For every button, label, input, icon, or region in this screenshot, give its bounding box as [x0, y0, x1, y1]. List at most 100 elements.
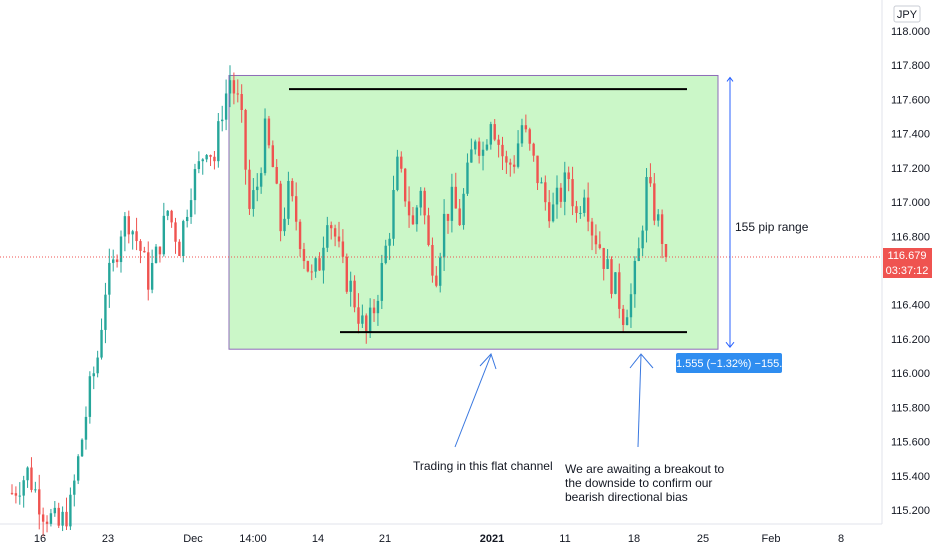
candle-body [505, 156, 508, 163]
candle-body [275, 167, 278, 184]
candle-body [236, 93, 239, 95]
candle-body [139, 241, 142, 251]
candle-body [150, 262, 154, 290]
candle-body [489, 124, 493, 145]
candle-body [209, 155, 212, 157]
candle-body [524, 125, 528, 130]
candle-body [104, 294, 107, 330]
candle-body [485, 144, 489, 150]
bar-countdown-tag: 03:37:12 [883, 263, 932, 278]
candle-body [454, 186, 457, 209]
annotation-arrow-breakout[interactable] [629, 353, 654, 448]
candle-body [357, 307, 360, 324]
candle-body [372, 307, 376, 314]
candle-body [119, 236, 123, 263]
candle-body [396, 156, 399, 190]
candle-body [38, 489, 41, 515]
candle-body [540, 182, 543, 184]
candle-body [84, 416, 88, 440]
candle-body [267, 118, 271, 146]
candle-body [193, 169, 197, 201]
time-axis[interactable]: 16 23 Dec 14:00 14 21 2021 11 18 25 Feb 8 [34, 533, 844, 545]
candle-body [318, 258, 321, 271]
candle-body [333, 228, 337, 237]
time-tick-1: 23 [102, 533, 114, 545]
candle-body [287, 180, 290, 219]
candle-body [10, 492, 14, 494]
measure-tag: −1.555 (−1.32%) −155.5 [670, 353, 789, 373]
candle-body [213, 156, 216, 162]
candle-body [100, 329, 103, 358]
price-tick-5: 117.000 [891, 197, 930, 209]
candle-body [614, 272, 617, 294]
candle-body [423, 190, 426, 216]
candle-body [80, 439, 84, 457]
candle-body [162, 215, 166, 255]
candle-body [579, 212, 582, 214]
price-tick-8: 116.400 [891, 300, 930, 312]
currency-badge[interactable]: JPY [893, 5, 921, 23]
time-tick-6: 2021 [480, 533, 504, 545]
price-tick-13: 115.400 [891, 471, 930, 483]
candle-body [365, 315, 368, 333]
price-tick-9: 116.200 [891, 334, 930, 346]
candle-body [618, 272, 621, 309]
candle-body [586, 197, 590, 222]
candle-body [22, 480, 25, 496]
candle-body [322, 247, 325, 271]
price-tick-0: 118.000 [891, 26, 930, 38]
candle-body [221, 119, 224, 122]
range-channel-box[interactable] [228, 74, 719, 350]
svg-text:−1.555 (−1.32%) −155.5: −1.555 (−1.32%) −155.5 [670, 358, 789, 370]
candle-body [314, 258, 317, 272]
candle-body [345, 256, 348, 292]
candle-body [407, 201, 411, 216]
candle-body [57, 507, 60, 526]
annotation-breakout: We are awaiting a breakout to the downsi… [565, 462, 728, 504]
candle-body [411, 215, 415, 225]
candle-body [567, 172, 570, 180]
time-tick-5: 21 [379, 533, 391, 545]
candle-body [458, 208, 461, 226]
price-tick-2: 117.600 [891, 94, 930, 106]
candle-body [65, 511, 68, 527]
candle-body [497, 139, 500, 145]
candle-body [641, 230, 644, 249]
candle-body [446, 213, 450, 221]
annotation-arrow-channel[interactable] [454, 353, 497, 448]
candle-body [158, 246, 162, 255]
candle-body [115, 259, 119, 263]
candle-body [380, 263, 384, 301]
candle-body [575, 206, 578, 213]
candle-body [427, 215, 430, 246]
candle-body [657, 214, 660, 221]
candle-body [205, 155, 208, 160]
price-tick-11: 115.800 [891, 402, 930, 414]
candle-body [96, 357, 99, 374]
candle-body [435, 275, 438, 286]
candle-body [76, 456, 80, 481]
candle-body [583, 197, 586, 213]
annotation-channel: Trading in this flat channel [413, 459, 553, 473]
candle-body [392, 189, 395, 239]
range-label: 155 pip range [735, 220, 809, 234]
candle-body [310, 271, 313, 273]
time-tick-2: Dec [183, 533, 203, 545]
svg-text:116.679: 116.679 [888, 250, 927, 262]
candle-body [271, 145, 275, 168]
candle-body [419, 190, 422, 208]
candle-body [224, 93, 228, 120]
candle-body [41, 514, 45, 522]
candle-body [470, 149, 473, 163]
candle-body [664, 243, 668, 257]
candle-body [442, 213, 446, 258]
time-tick-11: 8 [838, 533, 844, 545]
candle-body [341, 241, 345, 257]
candle-body [660, 214, 664, 244]
candle-body [590, 221, 594, 236]
candle-body [178, 241, 181, 257]
candle-body [653, 183, 656, 221]
candle-body [649, 177, 652, 184]
measure-arrow[interactable] [725, 76, 735, 348]
